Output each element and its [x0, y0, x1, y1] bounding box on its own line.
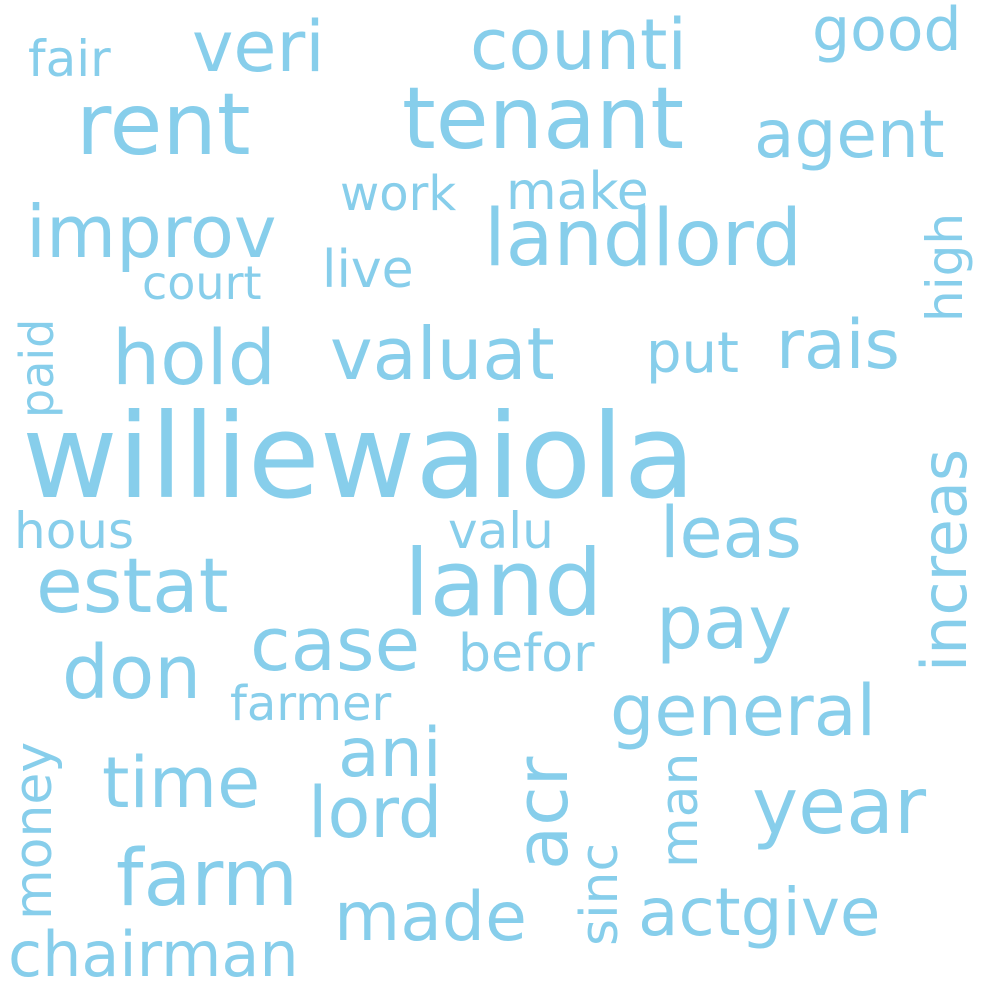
word-year: year — [752, 762, 927, 852]
word-live: live — [322, 240, 414, 300]
word-estat: estat — [36, 541, 229, 630]
word-work: work — [340, 166, 457, 222]
word-chairman: chairman — [8, 918, 299, 991]
word-time: time — [102, 742, 261, 824]
word-counti: counti — [470, 4, 687, 86]
word-general: general — [610, 670, 877, 752]
word-williewaiola: williewaiola — [22, 388, 696, 525]
word-don: don — [62, 630, 202, 716]
word-make: make — [506, 162, 649, 222]
word-pay: pay — [656, 580, 793, 666]
word-agent: agent — [754, 96, 945, 173]
word-paid: paid — [10, 318, 64, 418]
word-veri: veri — [192, 6, 325, 88]
word-lord: lord — [308, 772, 443, 854]
word-improv: improv — [26, 190, 277, 274]
word-court: court — [142, 256, 262, 310]
word-sinc: sinc — [570, 842, 630, 946]
word-increas: increas — [908, 448, 981, 672]
word-rais: rais — [776, 306, 900, 385]
word-man: man — [650, 752, 710, 868]
word-valu: valu — [448, 502, 554, 560]
word-farmer: farmer — [230, 676, 392, 732]
word-good: good — [812, 0, 962, 65]
word-befor: befor — [458, 624, 595, 684]
word-hold: hold — [112, 313, 277, 402]
word-tenant: tenant — [402, 69, 685, 169]
word-case: case — [250, 602, 421, 688]
word-acr: acr — [500, 756, 584, 870]
word-landlord: landlord — [484, 194, 803, 284]
word-leas: leas — [660, 492, 802, 574]
word-money: money — [4, 741, 64, 920]
word-valuat: valuat — [330, 312, 555, 396]
word-high: high — [916, 212, 974, 322]
word-actgive: actgive — [638, 874, 881, 951]
word-put: put — [646, 321, 739, 386]
word-farm: farm — [116, 834, 298, 924]
word-rent: rent — [76, 75, 251, 175]
word-fair: fair — [28, 30, 111, 88]
word-made: made — [334, 878, 527, 957]
word-land: land — [404, 530, 603, 637]
word-ani: ani — [338, 714, 442, 793]
word-hous: hous — [14, 502, 135, 560]
